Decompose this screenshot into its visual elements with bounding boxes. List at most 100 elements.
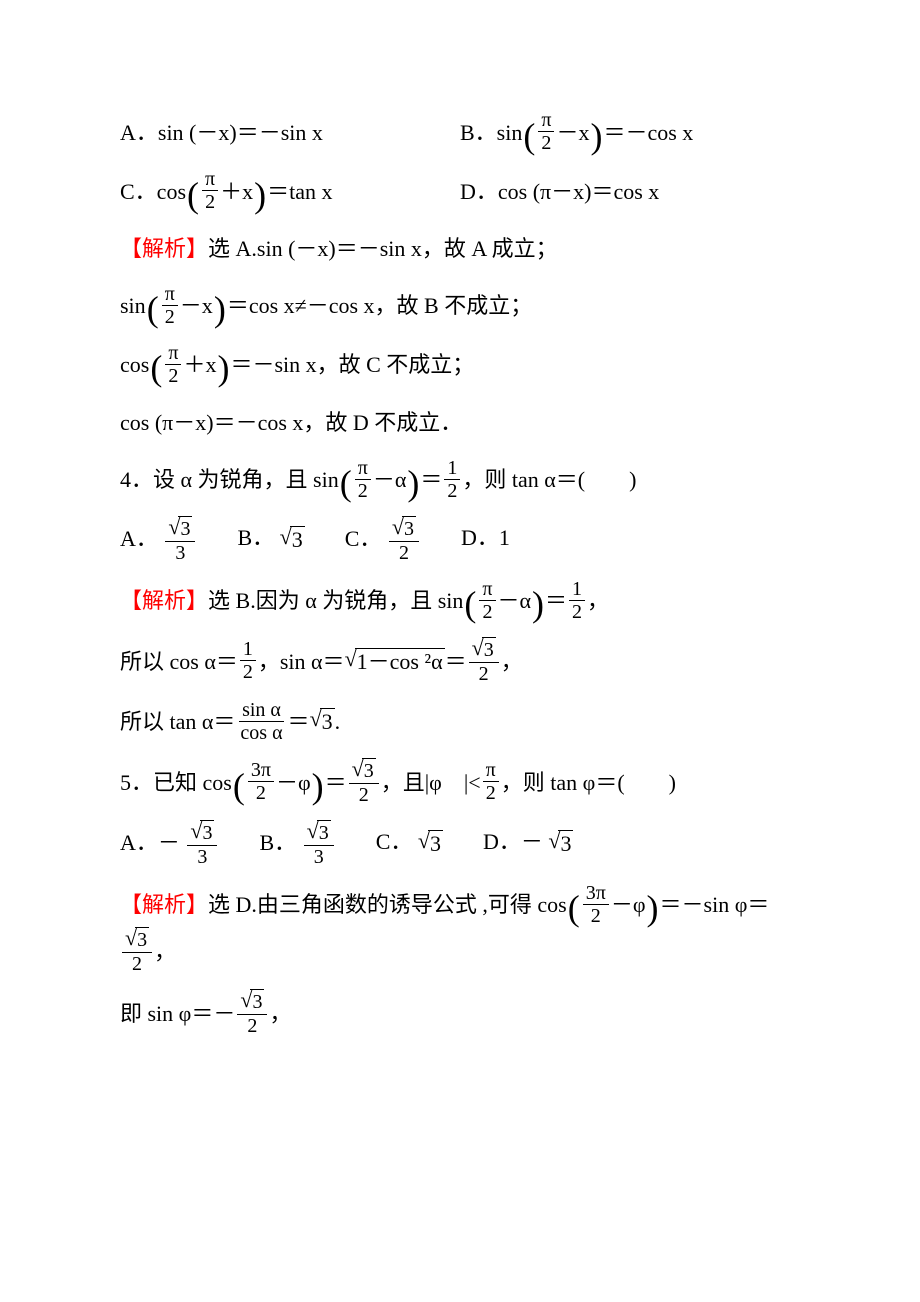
fraction: 1 2 xyxy=(569,578,585,623)
q3-option-a: A．sin (－x)＝－sin x xyxy=(120,112,460,154)
sqrt-arg: 3 xyxy=(362,758,376,783)
fraction: √3 3 xyxy=(187,820,217,868)
prefix: A．－ xyxy=(120,830,180,855)
prefix: B． xyxy=(237,525,274,550)
text: ＋x xyxy=(183,344,216,386)
numerator: π xyxy=(483,759,499,782)
q3-solution-line3: cos ( π 2 ＋x ) ＝－sin x，故 C 不成立； xyxy=(120,343,800,388)
text: 5．已知 cos xyxy=(120,762,232,804)
q4-option-d: D．1 xyxy=(461,517,510,565)
numerator: π xyxy=(538,109,554,132)
option-post: ＝－cos x xyxy=(603,112,693,154)
denominator: 2 xyxy=(538,132,554,154)
q4-solution-line1: 【解析】 选 B.因为 α 为锐角，且 sin ( π 2 －α ) ＝ 1 2… xyxy=(120,579,800,624)
sqrt-arg: 1－cos ²α xyxy=(355,648,445,675)
sqrt-arg: 3 xyxy=(290,526,305,553)
text: ＝－sin φ＝ xyxy=(660,884,770,926)
denominator: 2 xyxy=(356,784,372,806)
numerator: √3 xyxy=(389,516,419,542)
fraction: √3 2 xyxy=(237,989,267,1037)
text: －x xyxy=(180,285,213,327)
q5-stem: 5．已知 cos ( 3π 2 －φ ) ＝ √3 2 ，且|φ |< π 2 … xyxy=(120,759,800,807)
text: ，则 tan φ＝( ) xyxy=(501,762,676,804)
q3-solution-line1: 【解析】 选 A.sin (－x)＝－sin x，故 A 成立； xyxy=(120,228,800,270)
denominator: 2 xyxy=(162,306,178,328)
numerator: √3 xyxy=(165,516,195,542)
text: －φ xyxy=(611,884,646,926)
numerator: 3π xyxy=(583,882,609,905)
prefix: D．－ xyxy=(483,829,543,854)
text: ，则 tan α＝( ) xyxy=(462,459,636,501)
q5-option-c: C． √3 xyxy=(376,821,443,869)
sqrt-arg: 3 xyxy=(320,708,335,735)
text: ＝ xyxy=(288,701,310,743)
numerator: 1 xyxy=(569,578,585,601)
q4-option-b: B． √3 xyxy=(237,517,304,565)
q5-options: A．－ √3 3 B． √3 3 C． √3 D．－ √3 xyxy=(120,821,800,869)
text: ， xyxy=(587,580,609,622)
q4-options: A． √3 3 B． √3 C． √3 2 D．1 xyxy=(120,517,800,565)
text: ， xyxy=(269,993,291,1035)
denominator: 2 xyxy=(202,191,218,213)
numerator: √3 xyxy=(237,989,267,1015)
fraction: π 2 xyxy=(165,342,181,387)
numerator: √3 xyxy=(349,758,379,784)
fraction: π 2 xyxy=(483,759,499,804)
text: －α xyxy=(373,459,407,501)
fraction: π 2 xyxy=(479,578,495,623)
denominator: 3 xyxy=(311,846,327,868)
fraction: √3 2 xyxy=(349,758,379,806)
numerator: π xyxy=(162,283,178,306)
text: ＝ xyxy=(325,762,347,804)
fraction: 1 2 xyxy=(444,457,460,502)
prefix: B． xyxy=(259,830,296,855)
text: ＝ xyxy=(420,459,442,501)
denominator: 2 xyxy=(588,905,604,927)
fraction: √3 2 xyxy=(122,927,152,975)
fraction: 3π 2 xyxy=(248,759,274,804)
fraction: π 2 xyxy=(355,457,371,502)
sqrt-arg: 3 xyxy=(482,637,496,662)
denominator: 2 xyxy=(396,542,412,564)
text: －α xyxy=(498,580,532,622)
sqrt-arg: 3 xyxy=(317,820,331,845)
q3-option-b: B．sin ( π 2 －x ) ＝－cos x xyxy=(460,110,800,155)
sqrt-arg: 3 xyxy=(250,989,264,1014)
fraction: 3π 2 xyxy=(583,882,609,927)
text: cos (π－x)＝－cos x，故 D 不成立． xyxy=(120,402,462,444)
numerator: 1 xyxy=(240,638,256,661)
numerator: √3 xyxy=(469,637,499,663)
solution-label: 【解析】 xyxy=(120,884,208,926)
sqrt-arg: 3 xyxy=(178,516,192,541)
option-prefix: C．cos xyxy=(120,171,186,213)
q5-solution-line2: 即 sin φ＝－ √3 2 ， xyxy=(120,990,800,1038)
text: . xyxy=(335,701,341,743)
q4-solution-line2: 所以 cos α＝ 1 2 ，sin α＝ √1－cos ²α ＝ √3 2 ， xyxy=(120,638,800,686)
sqrt-arg: 3 xyxy=(135,927,149,952)
denominator: 2 xyxy=(483,782,499,804)
sqrt-arg: 3 xyxy=(200,820,214,845)
numerator: sin α xyxy=(239,699,284,722)
denominator: 2 xyxy=(444,480,460,502)
q5-option-b: B． √3 3 xyxy=(259,821,335,869)
q5-option-a: A．－ √3 3 xyxy=(120,821,219,869)
text: 选 D.由三角函数的诱导公式 ,可得 cos xyxy=(208,884,567,926)
denominator: 2 xyxy=(355,480,371,502)
q3-options-row1: A．sin (－x)＝－sin x B．sin ( π 2 －x ) ＝－cos… xyxy=(120,110,800,155)
denominator: 3 xyxy=(172,542,188,564)
q5-solution-line1: 【解析】 选 D.由三角函数的诱导公式 ,可得 cos ( 3π 2 －φ ) … xyxy=(120,883,800,976)
option-prefix: B．sin xyxy=(460,112,522,154)
text: ，且|φ |< xyxy=(381,762,481,804)
text: ＝cos x≠－cos x，故 B 不成立； xyxy=(227,285,532,327)
sqrt-arg: 3 xyxy=(402,516,416,541)
denominator: cos α xyxy=(237,722,285,744)
text: 选 B.因为 α 为锐角，且 sin xyxy=(208,580,463,622)
fraction: sin α cos α xyxy=(237,699,285,744)
text: ， xyxy=(154,931,176,973)
q4-solution-line3: 所以 tan α＝ sin α cos α ＝ √3 . xyxy=(120,700,800,745)
numerator: 3π xyxy=(248,759,274,782)
denominator: 2 xyxy=(479,601,495,623)
numerator: √3 xyxy=(187,820,217,846)
q3-options-row2: C．cos ( π 2 ＋x ) ＝tan x D．cos (π－x)＝cos … xyxy=(120,169,800,214)
fraction: π 2 xyxy=(162,283,178,328)
